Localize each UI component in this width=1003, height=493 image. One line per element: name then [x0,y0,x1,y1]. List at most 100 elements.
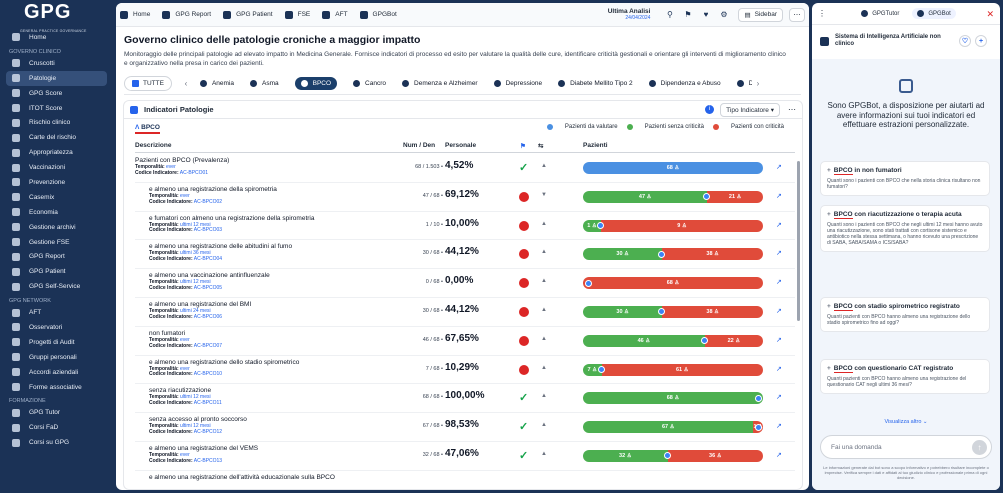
tab-dislipidemia[interactable]: Dislipidemia [736,80,752,87]
chart-icon[interactable]: ↗ [776,164,782,171]
table-row[interactable]: senza accesso al pronto soccorso Temporal… [135,413,795,442]
sidebar-item-gpg-score[interactable]: GPG Score [0,86,107,101]
table-row[interactable]: e almeno una registrazione delle abitudi… [135,240,795,270]
tab-diabete-mellito-tipo-2[interactable]: Diabete Mellito Tipo 2 [558,80,633,87]
sidebar-item-gestione-archivi[interactable]: Gestione archivi [0,220,107,235]
caret-up-icon[interactable]: ▲ [541,364,547,371]
panel-menu-icon[interactable]: ⋯ [788,105,796,114]
bar-segment-senza-criticita[interactable]: 30 ♙ [583,305,663,318]
trend-icon[interactable]: ⇆ [538,143,544,150]
nav-gpg-report[interactable]: GPG Report [162,10,211,19]
scrollbar[interactable] [797,161,800,321]
nav-fse[interactable]: FSE [284,10,310,19]
bar-segment-con-criticita[interactable]: 9 ♙ [601,219,763,232]
sidebar-item-cruscotti[interactable]: Cruscotti [0,56,107,71]
sidebar-toggle-button[interactable]: ▤ Sidebar [738,7,783,22]
patients-bar[interactable]: 7 ♙ 61 ♙ [583,363,763,376]
patients-bar[interactable]: 30 ♙ 38 ♙ [583,305,763,318]
table-row[interactable]: Pazienti con BPCO (Prevalenza) Temporalit… [135,154,795,183]
caret-up-icon[interactable]: ▲ [541,278,547,285]
sidebar-item-gpg-self-service[interactable]: GPG Self-Service [0,279,107,294]
suggestion-card[interactable]: + BPCO in non fumatori Quanti sono i pazie… [820,161,990,196]
table-row[interactable]: e almeno una registrazione dell'attività… [135,471,795,490]
sidebar-item-rischio-clinico[interactable]: Rischio clinico [0,115,107,130]
bar-segment-senza-criticita[interactable]: 32 ♙ [583,449,668,462]
tab-gpgbot[interactable]: GPGBot [912,8,956,19]
chart-icon[interactable]: ↗ [776,394,782,402]
suggestion-card[interactable]: + BPCO con riacutizzazione o terapia acut… [820,205,990,253]
sidebar-item-carte-del-rischio[interactable]: Carte del rischio [0,130,107,145]
sidebar-item-corsi-su-gpg[interactable]: Corsi su GPG [0,435,107,450]
sidebar-item-gruppi-personali[interactable]: Gruppi personali [0,350,107,365]
gear-icon[interactable]: ⚙ [720,10,728,19]
bar-segment-senza-criticita[interactable]: 47 ♙ [583,190,708,203]
patients-bar[interactable]: 68 ♙ [583,392,763,405]
bar-segment-con-criticita[interactable]: 68 ♙ [583,277,763,290]
bookmark-icon[interactable]: ⚑ [684,10,692,19]
table-row[interactable]: e almeno una vaccinazione antinfluenzale… [135,269,795,298]
sidebar-item-forme-associative[interactable]: Forme associative [0,380,107,395]
bar-segment-senza-criticita[interactable]: 68 ♙ [583,392,763,405]
bar-segment-con-criticita[interactable]: 61 ♙ [601,363,763,376]
send-icon[interactable]: ↑ [972,440,987,455]
tab-dipendenza-e-abuso[interactable]: Dipendenza e Abuso [648,80,721,87]
sidebar-item-casemix[interactable]: Casemix [0,190,107,205]
nav-gpg-patient[interactable]: GPG Patient [223,10,273,19]
chart-icon[interactable]: ↗ [776,365,782,373]
tab-gpgtutor[interactable]: GPGTutor [856,8,904,19]
sidebar-item-appropriatezza[interactable]: Appropriatezza [0,145,107,160]
gpg-logo[interactable]: GPG GENERAL PRACTICE GOVERNANCE [0,0,113,33]
bar-segment-da-valutare[interactable]: 68 ♙ [583,162,763,174]
add-icon[interactable]: + [975,35,987,47]
chart-icon[interactable]: ↗ [776,192,782,200]
patients-bar[interactable]: 67 ♙1 ♙ [583,421,763,434]
sidebar-item-progetti-di-audit[interactable]: Progetti di Audit [0,335,107,350]
suggestion-card[interactable]: + BPCO con questionario CAT registrato Qua… [820,359,990,394]
tab-cancro[interactable]: Cancro [353,80,386,87]
tab-bpco[interactable]: BPCO [294,77,338,90]
caret-down-icon[interactable]: ▼ [541,191,547,198]
patients-bar[interactable]: 68 ♙ [583,277,763,290]
table-row[interactable]: senza riacutizzazione Temporalità: ultimi… [135,384,795,414]
question-input[interactable]: Fai una domanda ↑ [820,435,992,459]
table-row[interactable]: non fumatori Temporalità: ever Codice Indi… [135,327,795,356]
table-row[interactable]: e fumatori con almeno una registrazione … [135,212,795,241]
caret-up-icon[interactable]: ▲ [541,393,547,400]
patients-bar[interactable]: 47 ♙ 21 ♙ [583,190,763,203]
sidebar-item-gpg-tutor[interactable]: GPG Tutor [0,405,107,420]
patients-bar[interactable]: 1 ♙ 9 ♙ [583,219,763,232]
close-icon[interactable]: ✕ [986,9,994,19]
suggestion-card[interactable]: + BPCO con stadio spirometrico registrato… [820,297,990,332]
caret-up-icon[interactable]: ▲ [541,422,547,429]
sidebar-item-gpg-patient[interactable]: GPG Patient [0,264,107,279]
chart-icon[interactable]: ↗ [776,336,782,344]
table-row[interactable]: e almeno una registrazione dello stadio … [135,356,795,385]
sidebar-item-corsi-fad[interactable]: Corsi FaD [0,420,107,435]
chart-icon[interactable]: ↗ [776,451,782,459]
bar-segment-con-criticita[interactable]: 38 ♙ [662,305,763,318]
caret-up-icon[interactable]: ▲ [541,249,547,256]
patients-bar[interactable]: 68 ♙ [583,162,763,174]
caret-up-icon[interactable]: ▲ [541,306,547,313]
table-row[interactable]: e almeno una registrazione del BMI Tempor… [135,298,795,327]
info-icon[interactable]: i [705,105,715,114]
tab-all-button[interactable]: TUTTE [124,76,172,91]
sidebar-item-patologie[interactable]: Patologie [6,70,107,86]
bar-segment-con-criticita[interactable]: 38 ♙ [662,248,763,261]
more-options-button[interactable]: ⋯ [789,7,805,22]
nav-aft[interactable]: AFT [322,10,348,19]
caret-up-icon[interactable]: ▲ [541,335,547,342]
bar-segment-senza-criticita[interactable]: 7 ♙ [583,363,602,376]
bar-segment-senza-criticita[interactable]: 1 ♙ [583,219,601,232]
patients-bar[interactable]: 30 ♙ 38 ♙ [583,248,763,261]
heart-icon[interactable]: ♡ [959,35,971,47]
tab-depressione[interactable]: Depressione [493,80,542,87]
sidebar-item-gpg-report[interactable]: GPG Report [0,249,107,264]
tab-anemia[interactable]: Anemia [199,80,234,87]
sidebar-item-vaccinazioni[interactable]: Vaccinazioni [0,160,107,175]
tipo-indicatore-dropdown[interactable]: Tipo Indicatore ▾ [720,102,780,117]
chart-icon[interactable]: ↗ [776,307,782,315]
bar-segment-senza-criticita[interactable]: 67 ♙ [583,421,754,434]
caret-up-icon[interactable]: ▲ [541,220,547,227]
table-row[interactable]: e almeno una registrazione della spirome… [135,183,795,212]
